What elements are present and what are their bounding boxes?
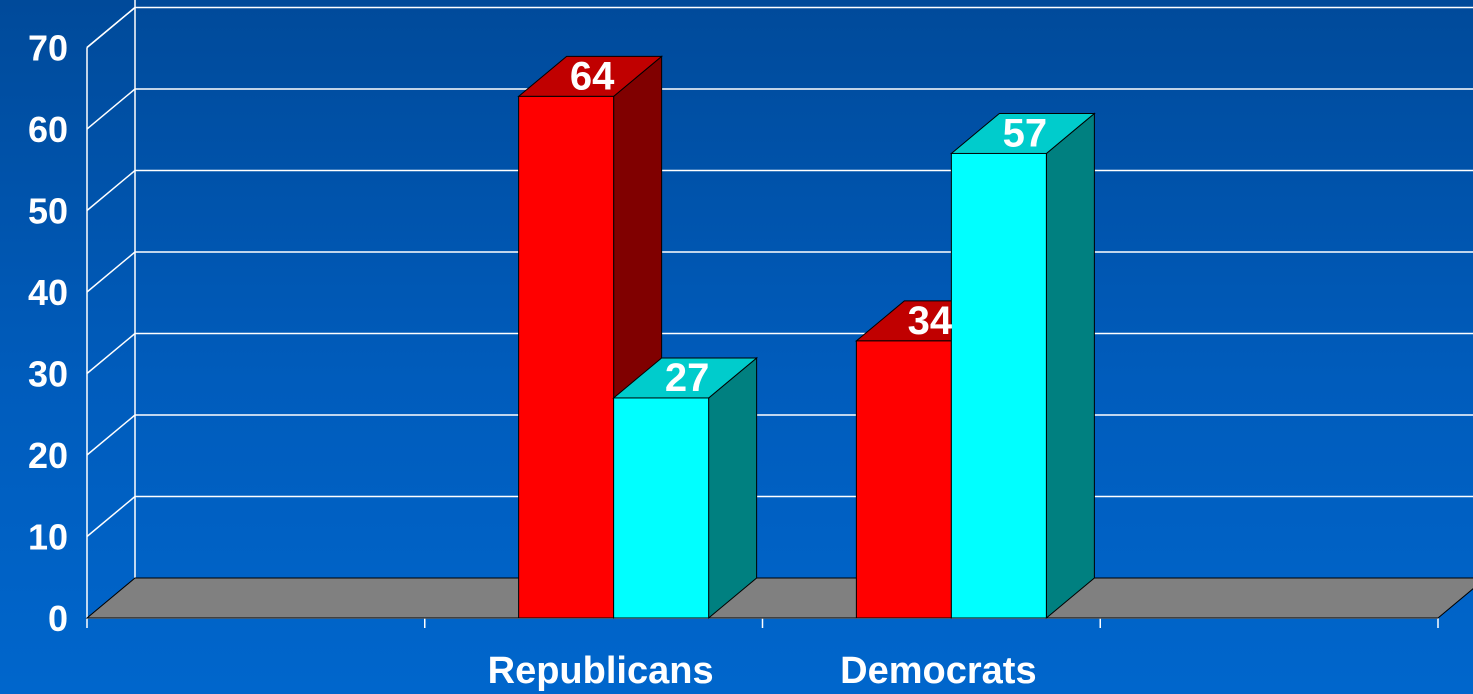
- data-label: 57: [1003, 111, 1048, 155]
- gridline-side: [86, 495, 136, 538]
- y-tick-label: 20: [28, 435, 68, 476]
- gridline-side: [86, 332, 136, 375]
- gridline-side: [86, 414, 136, 456]
- y-tick-label: 50: [28, 191, 68, 232]
- gridline-side: [86, 88, 136, 130]
- y-tick-label: 30: [28, 354, 68, 395]
- x-category-label: Democrats: [840, 650, 1036, 692]
- bar-side-face: [1045, 112, 1095, 620]
- gridlines: [86, 0, 1473, 628]
- gridline-side: [86, 169, 136, 212]
- y-tick-label: 0: [48, 598, 68, 639]
- bars: [517, 55, 1096, 620]
- bar-front-face: [950, 152, 1047, 619]
- y-tick-label: 70: [28, 28, 68, 69]
- chart-floor-plane: [85, 577, 1473, 619]
- data-label: 27: [665, 356, 710, 400]
- x-category-label: Republicans: [488, 650, 714, 692]
- gridline-side: [86, 251, 136, 293]
- gridline-side: [86, 6, 136, 49]
- bar-side-face: [708, 356, 758, 620]
- chart-floor: [85, 577, 1473, 619]
- labels: 0 10 20 30 40 50 60 70 Republicans Democrats 64 27 3…: [28, 28, 1047, 693]
- y-tick-label: 40: [28, 272, 68, 313]
- data-label: 34: [908, 299, 953, 343]
- y-tick-label: 60: [28, 109, 68, 150]
- bar-front-face: [518, 95, 615, 619]
- bar-front-face: [613, 397, 710, 619]
- bar-front-face: [855, 340, 952, 619]
- bar: [949, 112, 1096, 620]
- y-tick-label: 10: [28, 517, 68, 558]
- data-label: 64: [570, 54, 615, 98]
- bar: [612, 356, 759, 620]
